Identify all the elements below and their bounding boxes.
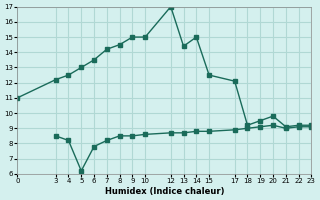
X-axis label: Humidex (Indice chaleur): Humidex (Indice chaleur) (105, 187, 224, 196)
